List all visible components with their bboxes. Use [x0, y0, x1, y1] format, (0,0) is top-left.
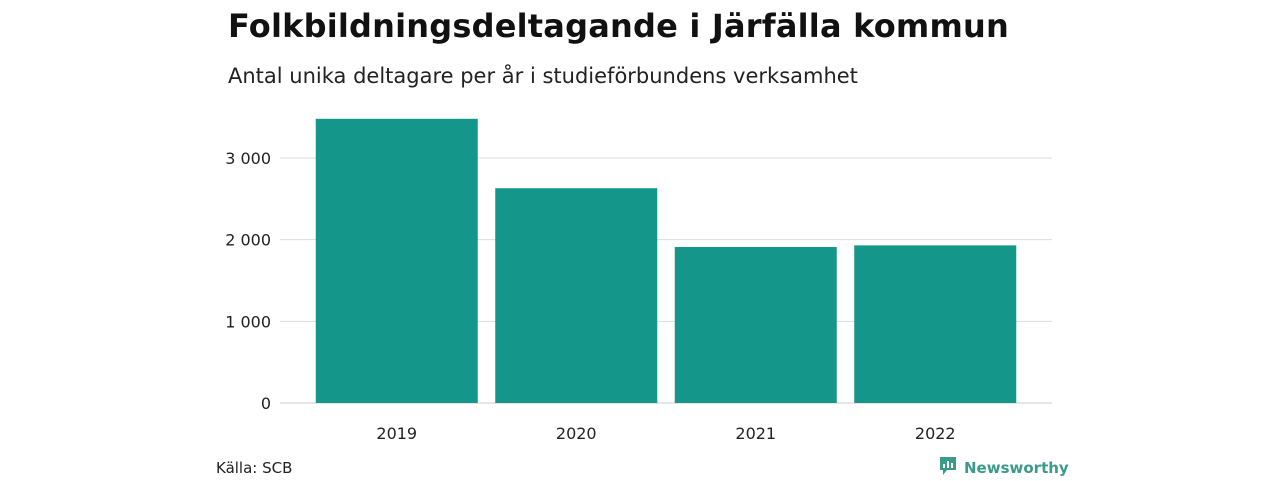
y-axis-ticks: 0 1 000 2 000 3 000 — [225, 149, 271, 413]
chart-title: Folkbildningsdeltagande i Järfälla kommu… — [228, 7, 1009, 45]
bars — [315, 118, 1017, 404]
newsworthy-logo[interactable]: Newsworthy — [938, 456, 1069, 480]
newsworthy-logo-icon — [938, 455, 958, 481]
bar-2022[interactable] — [854, 245, 1017, 403]
x-tick-label: 2020 — [556, 424, 597, 443]
y-tick-label: 1 000 — [225, 312, 271, 331]
source-note: Källa: SCB — [216, 459, 293, 477]
newsworthy-logo-text: Newsworthy — [964, 459, 1069, 477]
x-tick-label: 2022 — [915, 424, 956, 443]
bar-2019[interactable] — [315, 118, 478, 404]
y-tick-label: 2 000 — [225, 231, 271, 250]
x-axis-ticks: 2019 2020 2021 2022 — [376, 424, 955, 443]
y-tick-label: 3 000 — [225, 149, 271, 168]
x-tick-label: 2019 — [376, 424, 417, 443]
x-tick-label: 2021 — [735, 424, 776, 443]
bar-2021[interactable] — [674, 247, 837, 403]
y-tick-label: 0 — [261, 394, 271, 413]
chart-subtitle: Antal unika deltagare per år i studieför… — [228, 64, 858, 88]
bar-2020[interactable] — [495, 188, 658, 403]
